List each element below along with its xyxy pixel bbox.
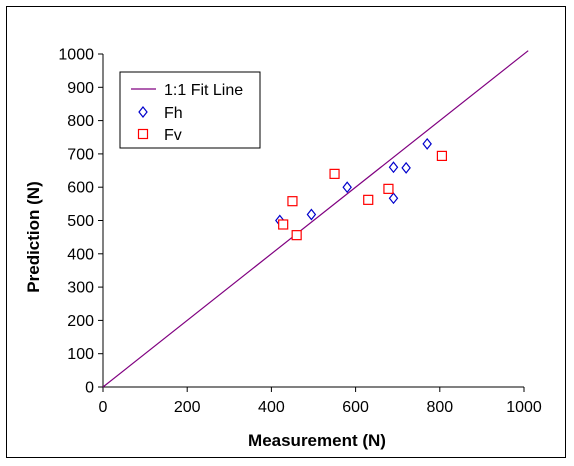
fh-data-point [342, 181, 352, 194]
plot-layer: 0 100 200 300 400 500 600 700 800 900 1000 0 200 400 6… [58, 47, 541, 417]
x-tick-label: 0 [99, 399, 108, 416]
fh-data-point [422, 137, 432, 150]
fv-data-point [287, 196, 298, 207]
fit-line [102, 50, 529, 388]
chart-area [6, 6, 566, 458]
fh-data-point [388, 161, 399, 174]
y-tick-label: 100 [67, 346, 94, 363]
fv-data-point [278, 219, 289, 230]
fh-data-point [388, 192, 399, 205]
y-tick-label: 200 [67, 313, 94, 330]
y-tick-label: 600 [67, 180, 94, 197]
legend-fv-label: Fv [164, 127, 182, 144]
fv-data-point [291, 230, 302, 241]
y-tick-label: 400 [67, 246, 94, 263]
y-tick-label: 500 [67, 213, 94, 230]
fh-data-point [306, 208, 317, 221]
y-tick-label: 1000 [58, 47, 94, 64]
y-tick-label: 700 [67, 146, 94, 163]
y-tick-label: 0 [85, 380, 94, 397]
x-axis-title: Measurement (N) [248, 431, 386, 450]
x-tick-label: 800 [426, 399, 453, 416]
fv-data-point [383, 183, 394, 194]
legend: 1:1 Fit Line Fh Fv [119, 71, 261, 149]
legend-fh-label: Fh [164, 105, 183, 122]
legend-fv-marker [137, 128, 149, 140]
legend-fh-marker [138, 106, 148, 118]
y-tick-label: 800 [67, 113, 94, 130]
y-tick-label: 300 [67, 280, 94, 297]
fv-data-point [363, 194, 374, 205]
x-tick-label: 200 [174, 399, 201, 416]
y-axis-title: Prediction (N) [24, 181, 43, 292]
fh-data-point [401, 161, 411, 174]
fv-data-point [436, 150, 448, 161]
legend-fit-line-label: 1:1 Fit Line [164, 82, 243, 99]
x-tick-label: 600 [342, 399, 369, 416]
x-tick-label: 400 [258, 399, 285, 416]
y-tick-label: 900 [67, 80, 94, 97]
x-tick-label: 1000 [506, 399, 542, 416]
fv-data-point [329, 168, 340, 179]
